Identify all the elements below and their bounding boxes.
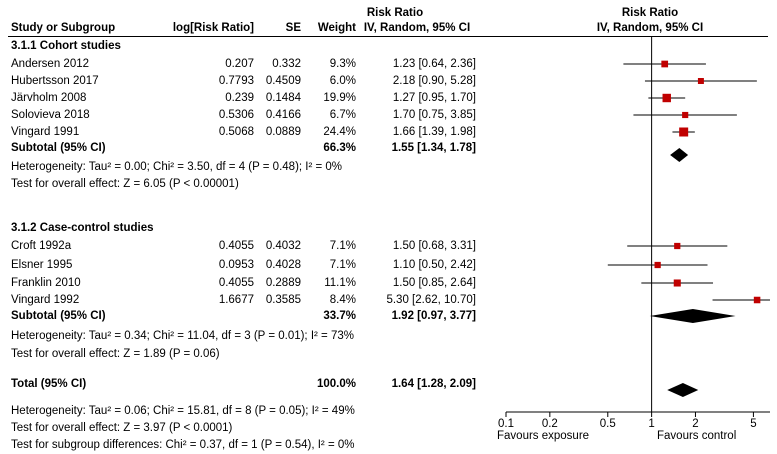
weight-value: 6.7% (329, 109, 356, 121)
se-value: 0.0889 (265, 126, 301, 138)
weight-value: 6.0% (329, 75, 356, 87)
study-point-marker (753, 296, 761, 304)
ci-value: 5.30 [2.62, 10.70] (386, 294, 476, 306)
x-axis-tick-label: 1 (648, 418, 654, 430)
log-rr-value: 0.5306 (218, 109, 254, 121)
heterogeneity-text: Heterogeneity: Tau² = 0.34; Chi² = 11.04… (11, 330, 354, 342)
study-name: Croft 1992a (11, 240, 72, 252)
log-rr-value: 0.5068 (218, 126, 254, 138)
pooled-diamond (667, 383, 699, 397)
se-value: 0.3585 (265, 294, 301, 306)
study-name: Hubertsson 2017 (11, 75, 99, 87)
total-ci: 1.64 [1.28, 2.09] (391, 378, 476, 390)
subgroup-title: 3.1.1 Cohort studies (11, 40, 121, 52)
weight-value: 7.1% (329, 240, 356, 252)
ci-value: 1.70 [0.75, 3.85] (392, 109, 476, 121)
study-name: Vingard 1992 (11, 294, 80, 306)
se-value: 0.4166 (265, 109, 301, 121)
subtotal-label: Subtotal (95% CI) (11, 310, 106, 322)
pooled-diamond (649, 309, 736, 323)
overall-effect-text: Test for overall effect: Z = 6.05 (P < 0… (11, 178, 239, 190)
study-name: Vingard 1991 (11, 126, 80, 138)
subtotal-ci: 1.92 [0.97, 3.77] (391, 310, 476, 322)
study-point-marker (673, 279, 681, 287)
log-rr-value: 0.4055 (218, 277, 254, 289)
weight-value: 11.1% (324, 277, 356, 289)
overall-effect-text: Test for overall effect: Z = 1.89 (P = 0… (11, 348, 220, 360)
study-name: Andersen 2012 (11, 58, 90, 70)
total-overall-effect-text: Test for overall effect: Z = 3.97 (P < 0… (11, 422, 233, 434)
total-label: Total (95% CI) (11, 378, 87, 390)
x-axis-tick-label: 5 (750, 418, 756, 430)
ci-value: 1.50 [0.68, 3.31] (392, 240, 476, 252)
study-point-marker (661, 60, 669, 68)
log-rr-column-header: log[Risk Ratio] (172, 22, 254, 34)
study-column-header: Study or Subgroup (11, 22, 116, 34)
weight-value: 19.9% (323, 92, 356, 104)
subtotal-label: Subtotal (95% CI) (11, 142, 106, 154)
se-value: 0.4032 (265, 240, 301, 252)
subgroup-differences-text: Test for subgroup differences: Chi² = 0.… (11, 439, 355, 451)
ci-plot-header: IV, Random, 95% CI (596, 22, 704, 34)
risk-ratio-header: Risk Ratio (366, 7, 424, 19)
heterogeneity-text: Heterogeneity: Tau² = 0.00; Chi² = 3.50,… (11, 161, 343, 173)
total-weight: 100.0% (316, 378, 356, 390)
subtotal-ci: 1.55 [1.34, 1.78] (391, 142, 476, 154)
weight-value: 8.4% (329, 294, 356, 306)
se-value: 0.2889 (265, 277, 301, 289)
log-rr-value: 0.7793 (218, 75, 254, 87)
study-point-marker (662, 93, 671, 103)
subtotal-weight: 66.3% (323, 142, 356, 154)
se-value: 0.4509 (265, 75, 301, 87)
favours-control-label: Favours control (657, 430, 737, 442)
study-name: Järvholm 2008 (11, 92, 87, 104)
x-axis-tick-label: 2 (692, 418, 698, 430)
total-heterogeneity-text: Heterogeneity: Tau² = 0.06; Chi² = 15.81… (11, 405, 355, 417)
ci-column-header: IV, Random, 95% CI (363, 22, 471, 34)
log-rr-value: 0.239 (225, 92, 254, 104)
log-rr-value: 0.4055 (218, 240, 254, 252)
study-point-marker (697, 78, 704, 84)
study-point-marker (674, 242, 681, 250)
x-axis-tick-label: 0.1 (498, 418, 514, 430)
study-point-marker (654, 261, 661, 269)
pooled-diamond (670, 148, 689, 162)
subgroup-title: 3.1.2 Case-control studies (11, 222, 154, 234)
se-column-header: SE (285, 22, 301, 34)
study-name: Solovieva 2018 (11, 109, 90, 121)
study-name: Franklin 2010 (11, 277, 81, 289)
log-rr-value: 0.207 (225, 58, 254, 70)
subtotal-weight: 33.7% (323, 310, 356, 322)
se-value: 0.332 (272, 58, 301, 70)
x-axis-tick-label: 0.5 (600, 418, 616, 430)
header-rule (8, 36, 768, 37)
ci-value: 1.50 [0.85, 2.64] (392, 277, 476, 289)
favours-exposure-label: Favours exposure (497, 430, 590, 442)
study-point-marker (682, 111, 689, 119)
se-value: 0.4028 (265, 259, 301, 271)
ci-value: 1.23 [0.64, 2.36] (392, 58, 476, 70)
ci-value: 1.10 [0.50, 2.42] (392, 259, 476, 271)
ci-value: 1.66 [1.39, 1.98] (392, 126, 476, 138)
ci-value: 2.18 [0.90, 5.28] (392, 75, 476, 87)
weight-value: 9.3% (329, 58, 356, 70)
log-rr-value: 0.0953 (218, 259, 254, 271)
log-rr-value: 1.6677 (218, 294, 254, 306)
risk-ratio-plot-header: Risk Ratio (621, 7, 679, 19)
study-name: Elsner 1995 (11, 259, 73, 271)
ci-value: 1.27 [0.95, 1.70] (392, 92, 476, 104)
weight-value: 24.4% (323, 126, 356, 138)
x-axis-tick-label: 0.2 (542, 418, 558, 430)
weight-column-header: Weight (317, 22, 356, 34)
se-value: 0.1484 (265, 92, 301, 104)
weight-value: 7.1% (329, 259, 356, 271)
study-point-marker (679, 127, 689, 137)
